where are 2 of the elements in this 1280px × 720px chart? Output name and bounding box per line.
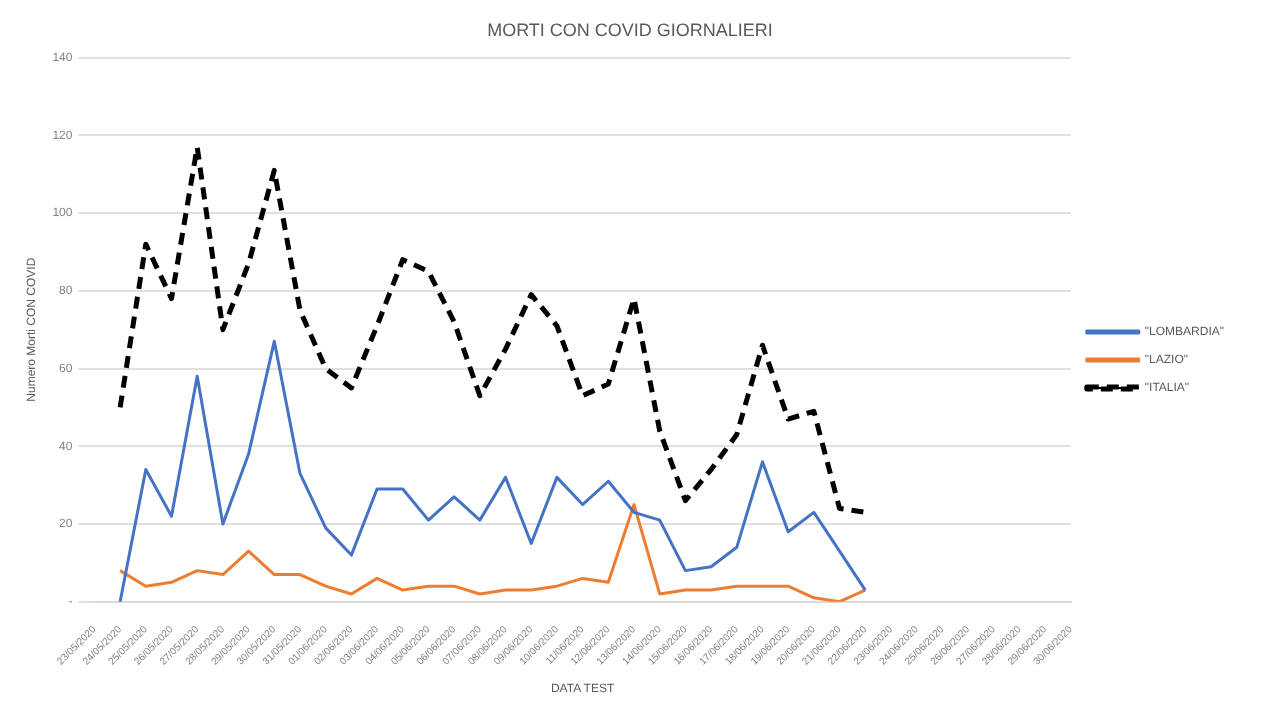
line-series — [117, 144, 868, 515]
chart-title: MORTI CON COVID GIORNALIERI — [487, 19, 773, 40]
